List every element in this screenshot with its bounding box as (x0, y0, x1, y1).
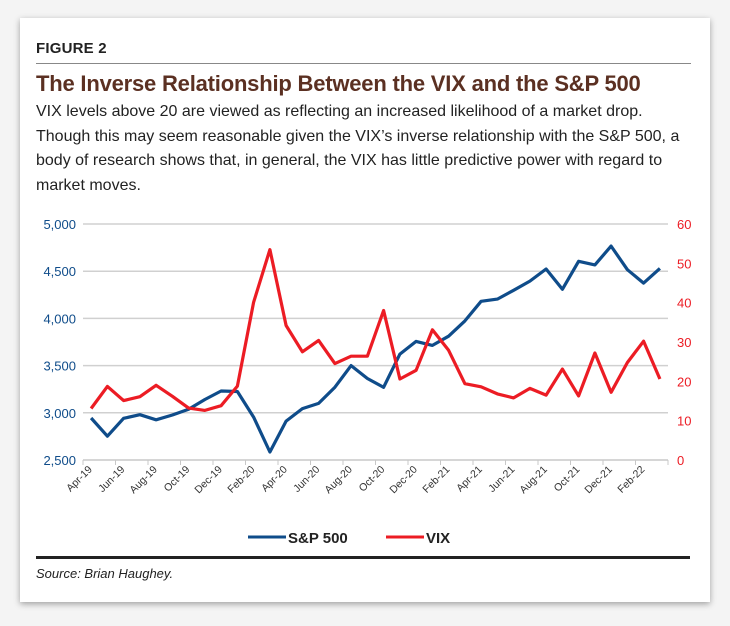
figure-title: The Inverse Relationship Between the VIX… (36, 71, 641, 96)
x-axis-tick-label: Oct-19 (162, 464, 193, 495)
x-axis-tick-label: Dec-20 (387, 464, 420, 497)
x-axis-tick-label: Feb-22 (615, 464, 647, 496)
left-axis-tick-label: 4,000 (43, 311, 76, 326)
series-line-s-p-500 (89, 244, 661, 454)
divider (36, 556, 690, 559)
x-axis-tick-label: Feb-21 (420, 464, 452, 496)
x-axis-tick-label: Aug-21 (517, 464, 550, 497)
right-axis-tick-label: 10 (677, 414, 691, 429)
left-axis-tick-label: 4,500 (43, 264, 76, 279)
legend-label: VIX (426, 530, 450, 547)
right-axis-tick-label: 60 (677, 217, 691, 232)
figure-description: VIX levels above 20 are viewed as reflec… (36, 103, 680, 194)
x-axis-tick-label: Dec-19 (192, 464, 225, 497)
x-axis-tick-label: Apr-21 (454, 464, 485, 495)
x-axis-tick-label: Oct-21 (552, 464, 583, 495)
x-axis-tick-label: Oct-20 (357, 464, 388, 495)
right-axis-tick-label: 50 (677, 256, 691, 271)
figure-label: FIGURE 2 (36, 40, 107, 57)
x-axis-tick-label: Dec-21 (582, 464, 615, 497)
left-axis-tick-label: 5,000 (43, 217, 76, 232)
x-axis-tick-label: Jun-20 (291, 464, 322, 495)
x-axis-tick-label: Apr-19 (64, 464, 95, 495)
left-axis-tick-label: 3,000 (43, 406, 76, 421)
right-axis-tick-label: 0 (677, 453, 684, 468)
left-axis-tick-label: 3,500 (43, 359, 76, 374)
legend-label: S&P 500 (288, 530, 348, 547)
left-axis-tick-label: 2,500 (43, 453, 76, 468)
x-axis-tick-label: Jun-21 (486, 464, 517, 495)
x-axis-tick-label: Feb-20 (225, 464, 257, 496)
right-axis-tick-label: 40 (677, 296, 691, 311)
right-axis-tick-label: 30 (677, 335, 691, 350)
divider (36, 63, 691, 64)
x-axis-tick-label: Aug-19 (127, 464, 160, 497)
series-line-vix (89, 248, 662, 412)
source-note: Source: Brian Haughey. (36, 566, 174, 581)
x-axis-tick-label: Apr-20 (259, 464, 290, 495)
right-axis-tick-label: 20 (677, 374, 691, 389)
figure-card: FIGURE 2 The Inverse Relationship Betwee… (20, 18, 710, 602)
x-axis-tick-label: Aug-20 (322, 464, 355, 497)
x-axis-tick-label: Jun-19 (96, 464, 127, 495)
